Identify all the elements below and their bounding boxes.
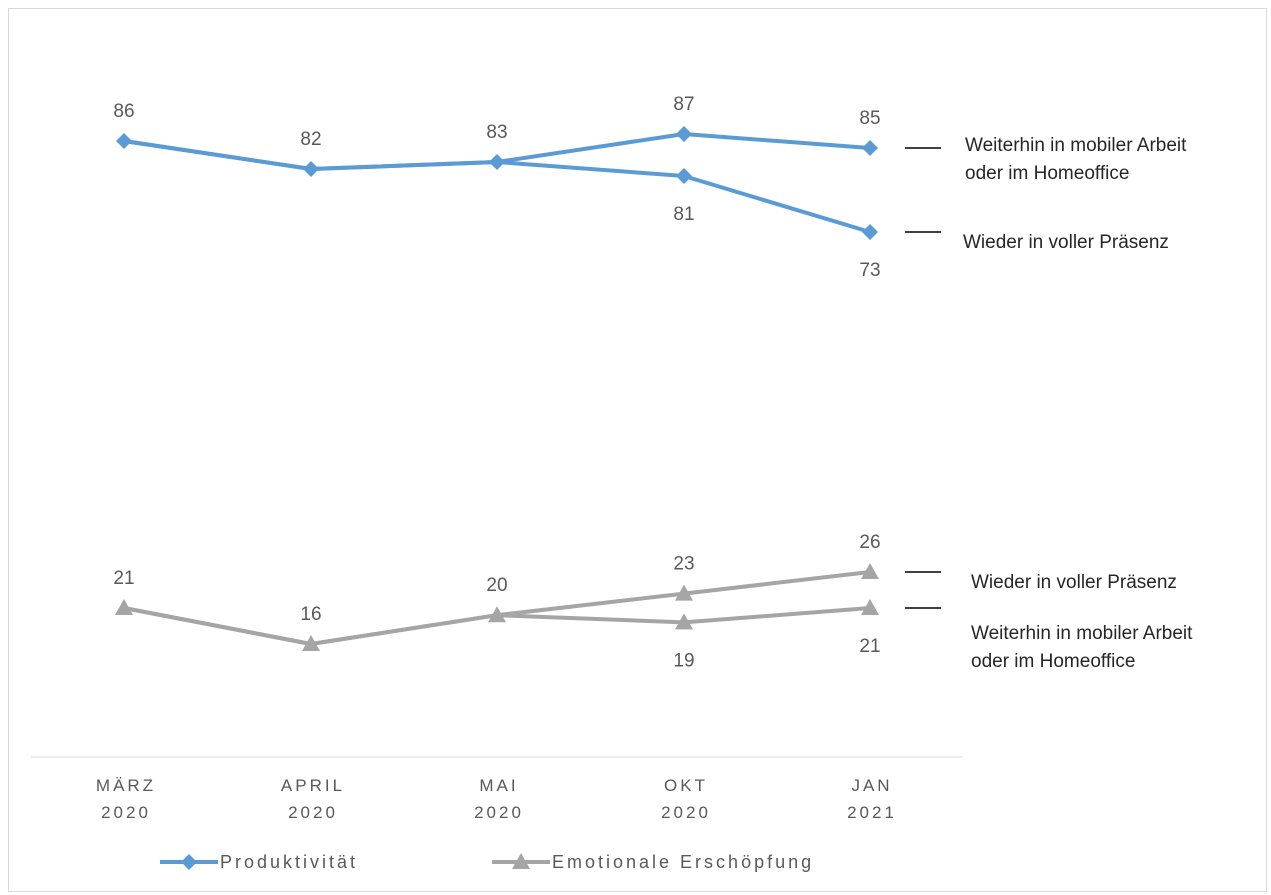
data-label: 20: [486, 575, 507, 596]
legend-marker: [181, 854, 197, 870]
series-annotation: Wieder in voller Präsenz: [963, 232, 1169, 253]
data-point-marker: [676, 168, 692, 184]
series-annotation: Wieder in voller Präsenz: [971, 572, 1177, 593]
data-label: 26: [859, 532, 880, 553]
data-label: 87: [673, 94, 694, 115]
x-tick-label: 2020: [288, 803, 338, 822]
data-label: 83: [486, 122, 507, 143]
x-tick-label: 2020: [661, 803, 711, 822]
data-label: 81: [673, 204, 694, 225]
x-tick-label: OKT: [664, 776, 708, 795]
x-tick-label: 2020: [474, 803, 524, 822]
x-tick-label: MÄRZ: [96, 776, 156, 795]
series-annotation: oder im Homeoffice: [971, 651, 1135, 672]
data-point-marker: [488, 606, 506, 623]
data-point-marker: [302, 635, 320, 651]
x-tick-label: APRIL: [281, 776, 345, 795]
data-point-marker: [303, 161, 319, 177]
data-label: 19: [673, 650, 694, 671]
data-point-marker: [675, 584, 693, 601]
x-tick-label: JAN: [851, 776, 892, 795]
data-point-marker: [675, 613, 693, 630]
data-label: 16: [300, 604, 321, 625]
legend-label: Produktivität: [220, 852, 358, 872]
data-label: 85: [859, 108, 880, 129]
data-point-marker: [862, 224, 878, 240]
data-point-marker: [115, 599, 133, 615]
data-point-marker: [489, 154, 505, 170]
x-tick-label: 2021: [847, 803, 897, 822]
data-point-marker: [116, 133, 132, 149]
data-point-marker: [862, 140, 878, 156]
data-label: 21: [113, 568, 134, 589]
data-label: 86: [113, 101, 134, 122]
data-label: 23: [673, 554, 694, 575]
x-tick-label: 2020: [101, 803, 151, 822]
data-point-marker: [861, 563, 879, 579]
legend-marker: [512, 853, 530, 869]
data-point-marker: [861, 599, 879, 615]
data-point-marker: [676, 126, 692, 142]
legend-label: Emotionale Erschöpfung: [552, 852, 814, 872]
series-annotation: oder im Homeoffice: [965, 163, 1129, 184]
series-annotation: Weiterhin in mobiler Arbeit: [965, 135, 1187, 156]
data-label: 82: [300, 129, 321, 150]
x-tick-label: MAI: [479, 776, 518, 795]
data-label: 21: [859, 636, 880, 657]
data-label: 73: [859, 260, 880, 281]
series-annotation: Weiterhin in mobiler Arbeit: [971, 623, 1193, 644]
